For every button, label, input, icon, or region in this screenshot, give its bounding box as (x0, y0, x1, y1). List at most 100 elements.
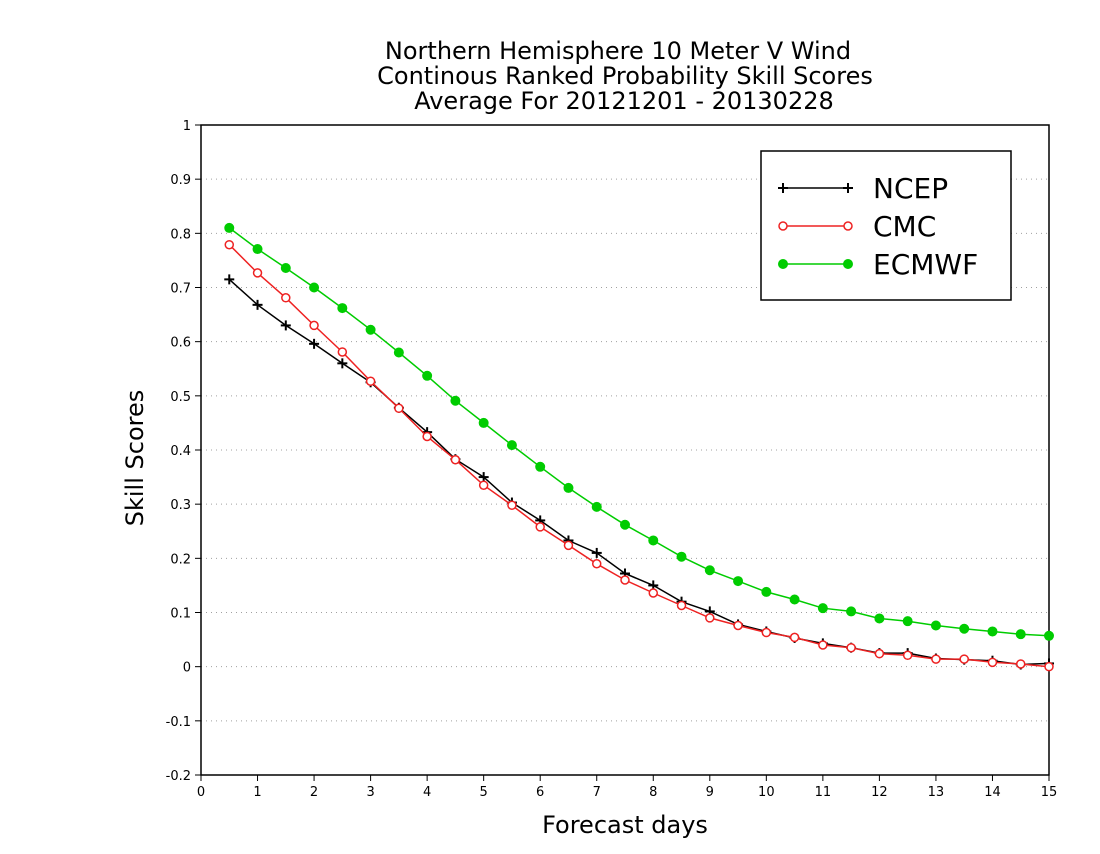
x-tick-label: 0 (197, 785, 205, 800)
x-tick-label: 9 (706, 785, 714, 800)
legend-marker (778, 259, 788, 269)
legend-item-ecmwf: ECMWF (778, 248, 978, 281)
data-point-ncep (252, 299, 263, 310)
x-tick-label: 12 (871, 785, 888, 800)
data-point-cmc (931, 654, 941, 664)
x-tick-label: 2 (310, 785, 318, 800)
data-point-cmc (789, 632, 800, 643)
y-tick-label: 0.7 (170, 282, 191, 297)
data-point-cmc (478, 480, 489, 490)
data-point-cmc (224, 239, 235, 250)
data-point-ecmwf (1044, 630, 1054, 641)
data-point-cmc (337, 347, 348, 357)
chart-title-line-3: Average For 20121201 - 20130228 (414, 87, 834, 115)
x-tick-label: 1 (253, 785, 261, 800)
data-point-cmc (959, 654, 969, 664)
x-tick-label: 5 (480, 785, 488, 800)
data-point-ecmwf (648, 535, 659, 546)
y-tick-label: 0.5 (170, 390, 191, 405)
axes: -0.2-0.100.10.20.30.40.50.60.70.80.910 1 2… (166, 119, 1058, 800)
data-point-ecmwf (422, 370, 433, 381)
data-point-ncep (337, 358, 348, 369)
data-point-ecmwf (789, 594, 800, 605)
y-tick-label: 0.9 (170, 173, 191, 188)
data-point-ecmwf (620, 519, 630, 530)
legend-marker (843, 183, 853, 193)
y-tick-label: 0.6 (170, 336, 191, 351)
y-tick-label: 0 (183, 661, 191, 676)
data-point-cmc (620, 575, 630, 585)
data-point-ecmwf (733, 576, 744, 587)
data-point-cmc (422, 431, 432, 442)
series-ecmwf (224, 222, 1054, 641)
data-point-ecmwf (309, 282, 320, 293)
y-tick-label: -0.1 (166, 715, 191, 730)
x-tick-label: 11 (815, 785, 832, 800)
x-tick-label: 15 (1041, 785, 1058, 800)
x-axis-label: Forecast days (542, 811, 708, 839)
data-point-cmc (394, 403, 404, 414)
y-axis-label: Skill Scores (121, 390, 149, 527)
chart-title-line-2: Continous Ranked Probability Skill Score… (377, 62, 873, 90)
data-point-cmc (902, 650, 913, 661)
legend-item-cmc: CMC (778, 210, 936, 243)
data-point-cmc (648, 588, 659, 598)
data-point-ecmwf (930, 620, 941, 631)
data-point-cmc (987, 657, 998, 668)
data-point-cmc (874, 648, 885, 659)
data-point-cmc (846, 642, 856, 653)
series-line-ncep (228, 278, 1050, 666)
y-tick-label: 0.2 (170, 552, 191, 567)
x-tick-label: 13 (928, 785, 945, 800)
chart-title: Northern Hemisphere 10 Meter V Wind Cont… (377, 37, 873, 115)
series-cmc (224, 239, 1054, 672)
data-point-ecmwf (365, 324, 376, 335)
data-point-cmc (591, 559, 602, 569)
data-point-cmc (535, 522, 545, 532)
data-point-ecmwf (478, 417, 489, 428)
legend: NCEP CMC ECMWF (760, 150, 1012, 301)
data-point-ecmwf (846, 606, 857, 617)
x-tick-label: 4 (423, 785, 431, 800)
data-point-ecmwf (987, 626, 998, 637)
legend-label-ecmwf: ECMWF (873, 248, 978, 281)
x-tick-label: 3 (366, 785, 374, 800)
data-point-ecmwf (902, 616, 913, 627)
data-point-cmc (281, 293, 291, 303)
y-tick-label: 0.8 (170, 227, 191, 242)
data-point-cmc (733, 620, 743, 631)
data-point-ecmwf (761, 586, 772, 597)
data-point-ncep (309, 338, 320, 349)
data-point-ecmwf (393, 347, 404, 358)
data-point-ecmwf (563, 482, 574, 493)
data-point-ecmwf (280, 263, 291, 273)
data-point-cmc (563, 540, 574, 551)
data-point-cmc (705, 613, 715, 623)
data-point-ecmwf (874, 613, 885, 624)
y-tick-label: 0.3 (170, 498, 191, 513)
data-point-ncep (280, 320, 291, 331)
data-point-ncep (591, 547, 602, 558)
legend-marker (843, 221, 853, 231)
data-point-cmc (1015, 659, 1026, 669)
data-point-cmc (676, 600, 687, 611)
data-point-ncep (478, 472, 489, 483)
chart-title-line-1: Northern Hemisphere 10 Meter V Wind (385, 37, 851, 65)
data-point-ecmwf (1015, 629, 1026, 640)
legend-label-ncep: NCEP (873, 172, 948, 205)
data-point-cmc (1044, 661, 1054, 672)
data-point-ecmwf (224, 222, 235, 233)
data-point-ecmwf (506, 440, 517, 451)
y-tick-label: -0.2 (166, 769, 191, 784)
data-point-ecmwf (450, 395, 461, 406)
x-tick-label: 8 (649, 785, 657, 800)
data-point-cmc (309, 320, 319, 331)
data-point-ncep (224, 274, 235, 285)
series-layer (224, 222, 1054, 672)
x-tick-label: 10 (758, 785, 775, 800)
y-tick-label: 0.4 (170, 444, 191, 459)
series-ncep (224, 274, 1054, 670)
legend-label-cmc: CMC (873, 210, 936, 243)
